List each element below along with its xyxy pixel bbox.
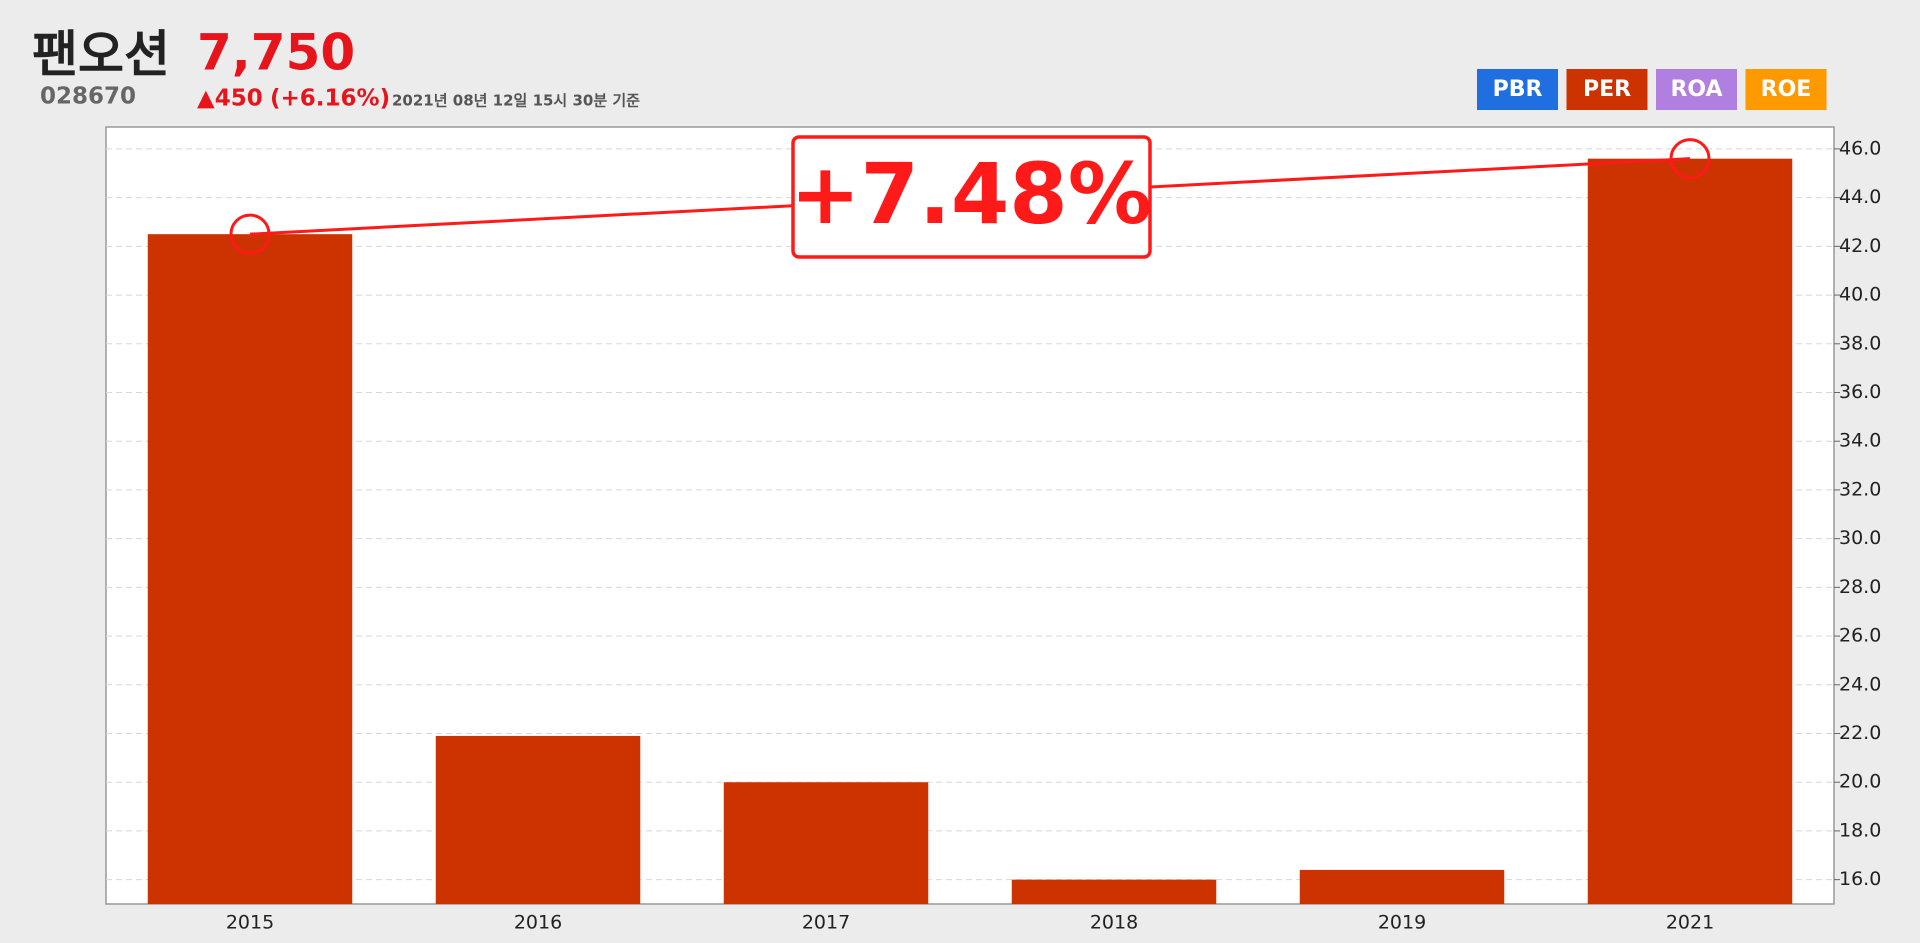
y-tick-label: 18.0 <box>1839 819 1881 841</box>
metric-tab-label[interactable]: PER <box>1583 77 1631 102</box>
metric-tab[interactable] <box>1477 69 1558 110</box>
stock-name: 팬오션 <box>32 26 170 84</box>
change-marker <box>229 213 271 255</box>
bar <box>435 735 641 904</box>
metric-tab[interactable] <box>1745 69 1827 110</box>
y-tick-label: 32.0 <box>1839 478 1881 500</box>
y-tick-label: 16.0 <box>1839 868 1881 890</box>
price-change-pct: (+6.16%) <box>270 86 390 112</box>
stock-code: 028670 <box>40 84 136 110</box>
x-tick-label: 2021 <box>1666 912 1714 934</box>
bar <box>1587 158 1793 905</box>
x-tick-label: 2016 <box>514 912 562 934</box>
y-tick-label: 26.0 <box>1839 625 1881 647</box>
x-tick-label: 2017 <box>802 912 850 934</box>
metric-tab-label[interactable]: PBR <box>1493 77 1543 102</box>
price-change: ▲450 <box>197 86 263 112</box>
y-tick-label: 46.0 <box>1839 137 1881 159</box>
timestamp: 2021년 08년 12일 15시 30분 기준 <box>392 92 640 110</box>
x-tick-label: 2015 <box>226 912 274 934</box>
bar <box>1299 869 1505 904</box>
metric-tabs: PBR PER ROA ROE <box>1477 69 1827 110</box>
y-tick-label: 42.0 <box>1839 235 1881 257</box>
y-tick-label: 34.0 <box>1839 430 1881 452</box>
metric-tab-label[interactable]: ROE <box>1761 77 1812 102</box>
stock-price: 7,750 <box>197 24 355 82</box>
y-tick-label: 20.0 <box>1839 771 1881 793</box>
annotation-box <box>791 135 1152 259</box>
y-tick-label: 30.0 <box>1839 527 1881 549</box>
y-tick-label: 24.0 <box>1839 673 1881 695</box>
y-tick-label: 38.0 <box>1839 332 1881 354</box>
bar <box>1011 879 1217 904</box>
bar <box>723 782 929 904</box>
y-tick-label: 28.0 <box>1839 576 1881 598</box>
y-tick-label: 36.0 <box>1839 381 1881 403</box>
y-tick-label: 44.0 <box>1839 186 1881 208</box>
change-marker <box>1669 138 1711 180</box>
x-tick-label: 2018 <box>1090 912 1138 934</box>
y-tick-label: 40.0 <box>1839 284 1881 306</box>
chart: 16.0 18.0 20.0 22.0 24.0 26.0 28.0 30.0 32.0 34.0… <box>106 135 1881 934</box>
y-tick-label: 22.0 <box>1839 722 1881 744</box>
metric-tab-label[interactable]: ROA <box>1670 77 1722 102</box>
x-tick-label: 2019 <box>1378 912 1426 934</box>
metric-tab[interactable] <box>1656 69 1737 110</box>
bar <box>147 234 353 904</box>
metric-tab[interactable] <box>1566 69 1648 110</box>
annotation-text: +7.48% <box>790 145 1152 243</box>
